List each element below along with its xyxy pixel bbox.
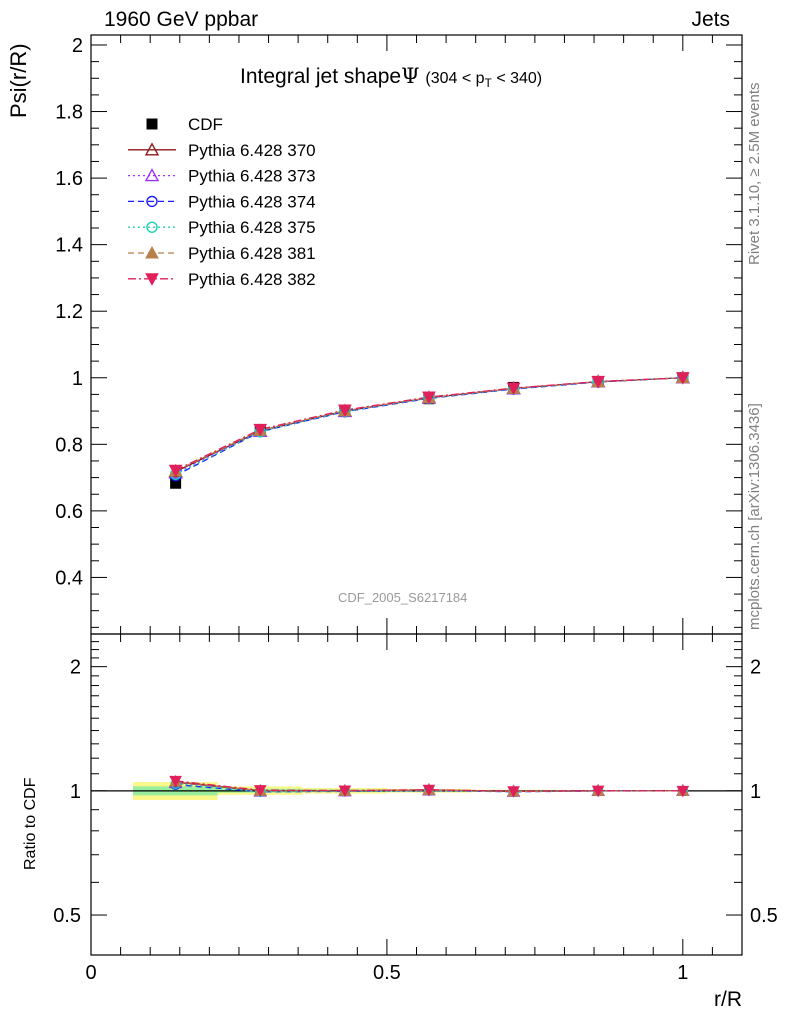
data-point [591,375,606,389]
ratio-data-point [507,786,520,798]
ratio-y-tick-label-right: 0.5 [750,905,778,927]
y-tick-label: 1.2 [55,301,83,323]
ratio-data-point [591,785,605,798]
ratio-data-point [253,785,267,797]
data-point [675,372,690,385]
data-point [506,382,521,396]
data-point [253,423,268,437]
ratio-data-point [169,775,182,788]
data-point [168,464,183,478]
ratio-data-point [422,784,436,797]
legend-label: Pythia 6.428 375 [188,218,316,237]
legend-label: Pythia 6.428 382 [188,270,316,289]
psi-symbol: Ψ [401,64,420,88]
source-label: mcplots.cern.ch [arXiv:1306.3436] [746,403,763,630]
y-tick-label: 1.6 [55,168,83,190]
ratio-y-tick-label: 0.5 [53,905,81,927]
data-point [338,404,352,418]
legend-marker [146,118,158,130]
legend-label: Pythia 6.428 381 [188,244,316,263]
ratio-y-tick-label-right: 2 [750,657,761,679]
legend-marker [144,168,160,182]
legend-marker [145,273,159,286]
legend-marker [144,142,160,156]
data-point [422,391,436,405]
x-axis-label: r/R [714,988,742,1011]
chart-title: Integral jet shapeΨ (304 < pT < 340) [240,64,542,90]
y-tick-label: 0.8 [55,434,83,456]
rivet-version-label: Rivet 3.1.10, ≥ 2.5M events [746,82,763,266]
ratio-data-point [676,785,690,798]
x-tick-label: 0.5 [373,962,401,984]
y-tick-label: 0.4 [55,567,83,589]
x-tick-label: 1 [677,962,688,984]
legend-label: Pythia 6.428 374 [188,192,316,211]
y-tick-label: 1.4 [55,235,83,257]
legend-label: CDF [188,115,223,134]
analysis-watermark: CDF_2005_S6217184 [338,590,468,605]
pt-range: (304 < pT < 340) [425,70,543,91]
ratio-y-tick-label-right: 1 [750,781,761,803]
energy-label: 1960 GeV ppbar [104,8,259,31]
legend-label: Pythia 6.428 373 [188,167,316,186]
legend-marker [146,195,158,208]
chart-title-text: Integral jet shape [240,65,402,88]
ratio-y-tick-label: 1 [70,781,81,803]
ratio-y-tick-label: 2 [70,657,81,679]
y-tick-label: 2 [72,35,83,57]
legend-marker [146,221,158,233]
ratio-data-point [338,785,352,798]
x-tick-label: 0 [85,962,96,984]
y-tick-label: 0.6 [55,501,83,523]
y-tick-label: 1 [72,368,83,390]
process-label: Jets [691,8,730,31]
legend-marker [145,245,159,259]
main-y-axis-label: Psi(r/R) [6,43,31,118]
legend-label: Pythia 6.428 370 [188,141,316,160]
ratio-y-axis-label: Ratio to CDF [22,777,39,870]
y-tick-label: 1.8 [55,102,83,124]
